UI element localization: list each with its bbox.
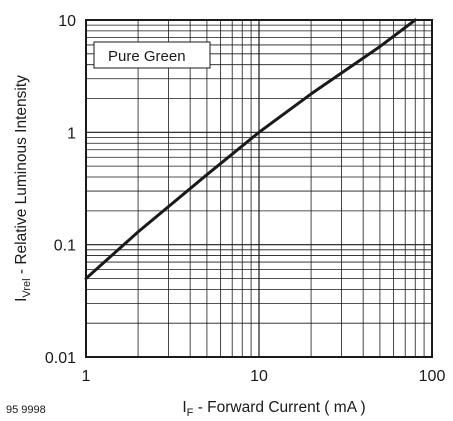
plot-frame	[85, 19, 433, 358]
y-axis-label: IVrel - Relative Luminous Intensity	[13, 75, 33, 302]
y-axis-label-rest: - Relative Luminous Intensity	[13, 75, 30, 279]
series-layer	[84, 18, 417, 280]
legend-box	[93, 41, 211, 69]
y-tick-label: 0.01	[45, 350, 76, 367]
x-axis-label: IF - Forward Current ( mA )	[182, 399, 365, 419]
x-axis-label-rest: - Forward Current ( mA )	[193, 399, 365, 416]
y-axis-label-sub: Vrel	[21, 278, 33, 297]
x-tick-label: 1	[82, 368, 91, 385]
grid-lines	[86, 20, 432, 357]
x-axis-label-sub: F	[187, 407, 194, 419]
y-tick-label: 1	[67, 125, 76, 142]
y-tick-label: 0.1	[54, 238, 76, 255]
y-tick-label: 10	[58, 13, 76, 30]
legend: Pure Green	[93, 41, 211, 69]
y-axis-label-main: I	[13, 298, 30, 302]
x-tick-label: 10	[250, 368, 268, 385]
x-tick-label: 100	[419, 368, 446, 385]
series-line-pure-green	[84, 18, 417, 280]
figure-id: 95 9998	[6, 404, 46, 416]
x-axis-label-main: I	[182, 399, 186, 416]
tick-labels: 1 10 100 10 1 0.1 0.01	[45, 13, 446, 385]
legend-label-pure-green: Pure Green	[108, 48, 186, 65]
